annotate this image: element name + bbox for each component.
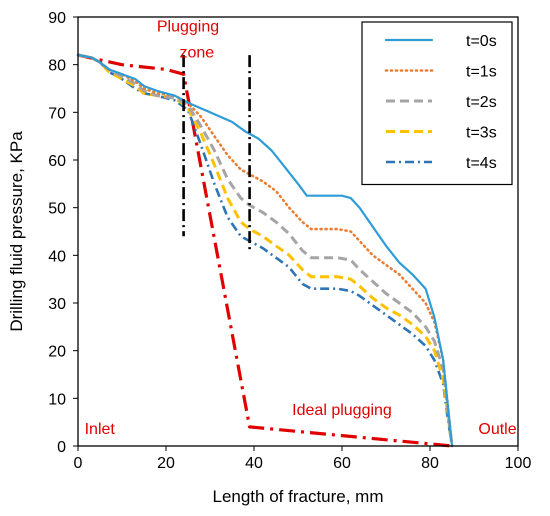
annotation-label: zone [179, 45, 214, 62]
x-tick-label: 80 [421, 455, 439, 472]
y-tick-label: 40 [48, 248, 66, 265]
annotation-label: Inlet [85, 421, 116, 438]
series-layer [76, 53, 454, 448]
series-line-t-2s [77, 53, 454, 447]
legend-entry-label: t=2s [466, 94, 497, 111]
annotations-layer: Plugging zone Ideal plugging Inlet Outle [85, 18, 517, 438]
annotation-label: Plugging [157, 18, 219, 35]
y-axis-title: Drilling fluid pressure, KPa [7, 131, 26, 332]
y-tick-label: 30 [48, 296, 66, 313]
plot-frame [77, 16, 519, 447]
legend-box [361, 21, 513, 186]
annotation-label: Outle [478, 421, 516, 438]
legend-entry-label: t=1s [466, 64, 497, 81]
y-tick-label: 20 [48, 344, 66, 361]
plugging-zone-lines [182, 55, 251, 251]
y-tick-label: 10 [48, 391, 66, 408]
legend: t=0s t=1s t=2s t=3s t=4s [361, 21, 513, 186]
y-tick-label: 50 [48, 201, 66, 218]
x-tick-label: 100 [505, 455, 532, 472]
x-axis-title: Length of fracture, mm [212, 487, 383, 506]
legend-entry-label: t=0s [466, 33, 497, 50]
x-tick-label: 20 [157, 455, 175, 472]
series-line-t-3s [77, 53, 454, 447]
x-tick-label: 0 [74, 455, 83, 472]
x-tick-label: 40 [245, 455, 263, 472]
legend-entry-label: t=4s [466, 155, 497, 172]
y-tick-label: 0 [57, 439, 66, 456]
x-tick-label: 60 [333, 455, 351, 472]
y-tick-label: 90 [48, 10, 66, 27]
y-tick-label: 80 [48, 58, 66, 75]
ticks-layer: 0 20 40 60 80 100 0 10 20 30 40 50 60 70 80 90 [48, 10, 531, 472]
legend-entry-label: t=3s [466, 125, 497, 142]
y-tick-label: 60 [48, 153, 66, 170]
annotation-label: Ideal plugging [292, 402, 392, 419]
ideal-plugging-line [77, 53, 453, 448]
y-tick-label: 70 [48, 105, 66, 122]
series-line-t-0s [76, 54, 454, 448]
